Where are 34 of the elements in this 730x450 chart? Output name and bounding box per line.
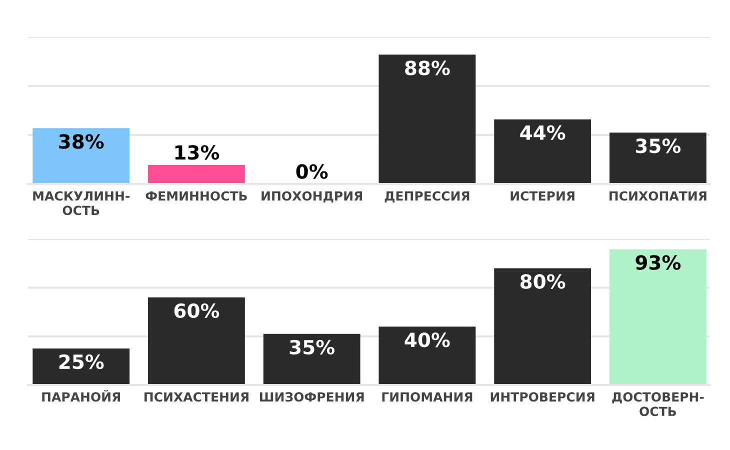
x-tick-label: ДЕПРЕССИЯ	[384, 191, 470, 202]
bar	[609, 132, 706, 184]
data-label: 80%	[520, 274, 566, 289]
data-label: 35%	[636, 138, 681, 154]
data-label: 88%	[405, 60, 450, 76]
x-tick-label: ПСИХАСТЕНИЯ	[144, 392, 248, 402]
data-label: 38%	[59, 134, 104, 149]
data-label: 44%	[520, 125, 566, 140]
bar	[263, 334, 360, 386]
bar	[148, 297, 245, 386]
bar	[32, 128, 130, 184]
bar	[494, 268, 592, 386]
data-label: 35%	[290, 340, 334, 355]
x-tick-label: ИПОХОНДРИЯ	[262, 191, 362, 202]
bar	[609, 249, 706, 386]
data-label: 25%	[59, 354, 104, 370]
x-tick-label: ФЕМИННОСТЬ	[146, 191, 247, 201]
bar	[378, 54, 476, 184]
x-tick-label: ШИЗОФРЕНИЯ	[260, 392, 364, 402]
data-label: 60%	[174, 303, 220, 318]
data-label: 0%	[296, 164, 328, 179]
x-tick-label: ГИПОМАНИЯ	[382, 392, 472, 402]
bar	[148, 164, 245, 184]
data-label: 13%	[175, 145, 220, 160]
x-tick-label: МАСКУЛИНН- ОСТЬ	[33, 191, 130, 216]
x-tick-label: ПСИХОПАТИЯ	[610, 191, 706, 201]
bar	[378, 326, 476, 386]
data-label: 93%	[636, 255, 681, 270]
x-tick-label: ДОСТОВЕРН- ОСТЬ	[612, 392, 704, 416]
x-tick-label: ПАРАНОЙЯ	[42, 390, 120, 402]
data-label: 40%	[404, 332, 450, 348]
x-tick-label: ИНТРОВЕРСИЯ	[490, 392, 594, 402]
x-tick-label: ИСТЕРИЯ	[510, 191, 574, 201]
bar	[494, 119, 592, 184]
